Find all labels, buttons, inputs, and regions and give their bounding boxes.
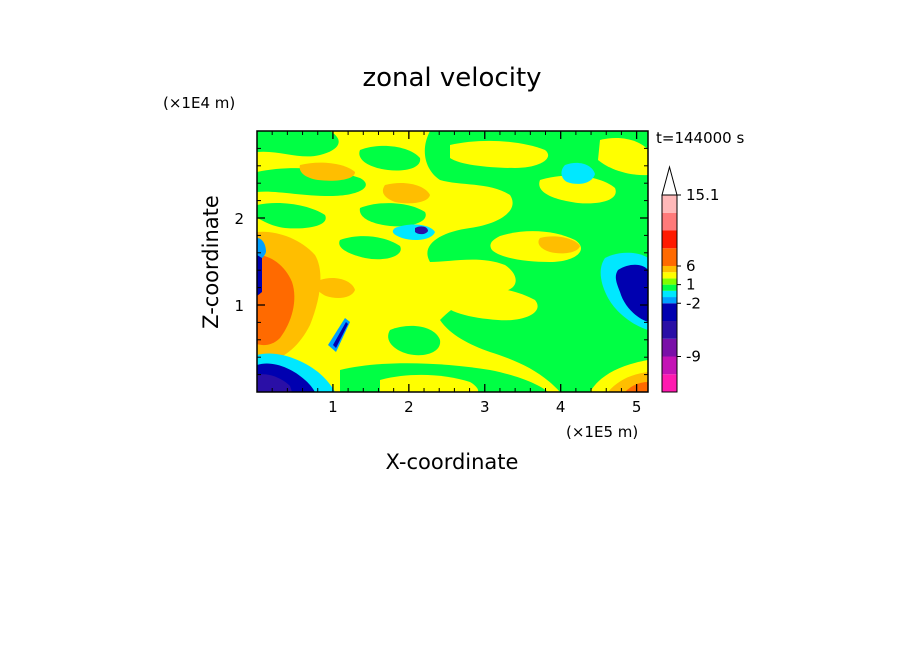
field-region-orange-stripe-2 bbox=[382, 183, 430, 204]
y-unit-label: (×1E4 m) bbox=[163, 94, 235, 112]
x-tick-label: 2 bbox=[404, 398, 414, 416]
colorbar-frame bbox=[661, 194, 678, 393]
x-tick-marks: 1 2 3 4 5 bbox=[271, 131, 642, 416]
field-region-yellow-5 bbox=[598, 138, 648, 176]
colorbar-tick-label: 6 bbox=[686, 257, 696, 275]
colorbar-swatches bbox=[661, 165, 678, 393]
field-region-green-band-5 bbox=[339, 236, 401, 260]
colorbar-swatch bbox=[662, 284, 677, 291]
colorbar-tick-label: -2 bbox=[686, 294, 701, 312]
field-region-green-band-1 bbox=[257, 131, 339, 157]
colorbar-swatch bbox=[662, 272, 677, 279]
colorbar-swatch bbox=[662, 303, 677, 322]
y-tick-marks: 12 bbox=[234, 147, 648, 376]
colorbar-tick-label: 15.1 bbox=[686, 186, 719, 204]
x-tick-label: 3 bbox=[480, 398, 490, 416]
x-tick-label: 1 bbox=[328, 398, 338, 416]
field-region-cyan-top-right bbox=[561, 162, 595, 184]
colorbar-swatch bbox=[662, 195, 677, 213]
field-region-blue-right bbox=[615, 264, 648, 322]
colorbar-swatch bbox=[662, 290, 677, 298]
field-region-navy-bottom-left bbox=[257, 374, 292, 392]
field-region-red-left bbox=[257, 255, 295, 346]
field-region-yellow-3 bbox=[440, 286, 538, 321]
colorbar-extend-triangle bbox=[661, 165, 678, 196]
field-region-yellow-2 bbox=[450, 140, 549, 168]
velocity-field bbox=[257, 131, 648, 392]
plot-frame bbox=[256, 130, 649, 393]
field-region-green-band-3 bbox=[257, 203, 326, 229]
colorbar: 15.1 61-2 -9 bbox=[661, 165, 719, 393]
field-region-green-band-7 bbox=[388, 325, 441, 356]
y-tick-label: 1 bbox=[234, 297, 244, 315]
colorbar-tick-label: 1 bbox=[686, 276, 696, 294]
colorbar-swatch bbox=[662, 356, 677, 375]
field-region-blue-left-edge bbox=[257, 238, 266, 260]
colorbar-swatch bbox=[662, 374, 677, 392]
x-axis-title: X-coordinate bbox=[386, 450, 519, 474]
colorbar-swatch bbox=[662, 230, 677, 249]
field-region-navy-left-edge bbox=[257, 255, 262, 296]
colorbar-swatch bbox=[662, 212, 677, 231]
y-tick-label: 2 bbox=[234, 210, 244, 228]
field-region-orange-stripe-1 bbox=[299, 162, 355, 181]
field-region-yellow-4 bbox=[539, 175, 616, 204]
field-region-green-band-4 bbox=[359, 203, 426, 227]
x-tick-label: 4 bbox=[556, 398, 566, 416]
x-tick-label: 5 bbox=[632, 398, 642, 416]
field-region-blue-mid bbox=[415, 226, 428, 235]
colorbar-swatch bbox=[662, 278, 677, 285]
field-region-green-band-6 bbox=[359, 145, 421, 171]
x-unit-label: (×1E5 m) bbox=[566, 423, 638, 441]
y-axis-title: Z-coordinate bbox=[199, 195, 223, 329]
colorbar-swatch bbox=[662, 297, 677, 304]
colorbar-swatch bbox=[662, 321, 677, 339]
field-region-orange-stripe-3 bbox=[538, 236, 580, 254]
colorbar-swatch bbox=[662, 338, 677, 357]
colorbar-swatch bbox=[662, 265, 677, 273]
colorbar-labels: 15.1 61-2 -9 bbox=[677, 186, 719, 366]
colorbar-swatch bbox=[662, 248, 677, 266]
time-label: t=144000 s bbox=[656, 129, 744, 147]
colorbar-tick-label: -9 bbox=[686, 348, 701, 366]
field-region-streak-dark bbox=[333, 322, 348, 348]
field-region-orange-stripe-4 bbox=[316, 278, 355, 298]
chart-title: zonal velocity bbox=[362, 63, 541, 93]
field-region-yellow-bottom bbox=[380, 374, 479, 392]
